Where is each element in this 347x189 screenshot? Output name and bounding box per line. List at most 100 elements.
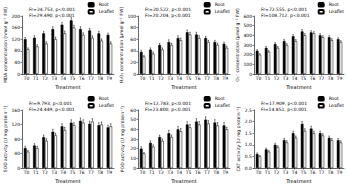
svg-text:0: 0	[249, 72, 252, 77]
svg-text:100: 100	[127, 14, 136, 19]
svg-text:T0: T0	[23, 170, 30, 175]
svg-text:T4: T4	[176, 170, 183, 175]
svg-text:40: 40	[14, 60, 20, 65]
svg-text:50: 50	[130, 117, 136, 122]
svg-text:0: 0	[17, 72, 20, 77]
svg-text:30: 30	[130, 137, 136, 142]
svg-text:Fl=14.851, p<0.001: Fl=14.851, p<0.001	[261, 107, 307, 112]
svg-text:T8: T8	[96, 76, 103, 81]
svg-text:T2: T2	[41, 76, 48, 81]
svg-text:Root: Root	[99, 96, 109, 101]
svg-text:160: 160	[11, 108, 20, 113]
svg-text:T6: T6	[194, 170, 201, 175]
svg-text:40: 40	[130, 127, 136, 132]
svg-text:400: 400	[243, 33, 252, 38]
svg-text:100: 100	[243, 62, 252, 67]
svg-text:T4: T4	[176, 76, 183, 81]
svg-text:Fl=29.490, p<0.001: Fl=29.490, p<0.001	[29, 13, 75, 18]
svg-text:MDA concentration (nmol g⁻¹ FW: MDA concentration (nmol g⁻¹ FW)	[3, 7, 8, 83]
svg-text:T8: T8	[96, 170, 103, 175]
svg-text:T3: T3	[282, 170, 289, 175]
svg-text:T9: T9	[336, 76, 343, 81]
svg-text:T5: T5	[300, 76, 307, 81]
svg-text:T3: T3	[166, 170, 173, 175]
svg-text:0: 0	[133, 72, 136, 77]
svg-text:Treatment: Treatment	[285, 84, 311, 90]
svg-text:Root: Root	[215, 96, 225, 101]
svg-text:T7: T7	[203, 76, 210, 81]
svg-text:80: 80	[14, 137, 20, 142]
svg-text:T7: T7	[87, 76, 94, 81]
svg-text:Fr=12.783, p<0.001: Fr=12.783, p<0.001	[145, 101, 191, 106]
svg-text:Fr=17.909, p<0.001: Fr=17.909, p<0.001	[261, 101, 307, 106]
svg-text:300: 300	[243, 43, 252, 48]
svg-text:T5: T5	[185, 170, 192, 175]
svg-text:120: 120	[11, 37, 20, 42]
svg-text:T7: T7	[203, 170, 210, 175]
svg-text:Fr=9.793, p<0.001: Fr=9.793, p<0.001	[29, 101, 72, 106]
svg-text:20: 20	[130, 146, 136, 151]
svg-text:T9: T9	[106, 170, 113, 175]
svg-text:0: 0	[133, 166, 136, 171]
svg-text:Root: Root	[99, 2, 109, 7]
svg-text:T5: T5	[69, 76, 76, 81]
svg-text:T6: T6	[78, 76, 85, 81]
svg-text:120: 120	[11, 122, 20, 127]
svg-text:80: 80	[130, 25, 136, 30]
svg-text:200: 200	[243, 52, 252, 57]
svg-text:600: 600	[243, 14, 252, 19]
svg-text:T6: T6	[194, 76, 201, 81]
svg-text:Leaflet: Leaflet	[329, 103, 345, 108]
svg-text:T6: T6	[78, 170, 85, 175]
svg-text:Fr=72.555, p<0.001: Fr=72.555, p<0.001	[261, 7, 307, 12]
svg-text:T6: T6	[309, 76, 316, 81]
svg-text:T7: T7	[87, 170, 94, 175]
svg-text:2.0: 2.0	[245, 119, 252, 124]
svg-text:T2: T2	[41, 170, 48, 175]
svg-text:T2: T2	[273, 170, 280, 175]
svg-text:T0: T0	[139, 170, 146, 175]
svg-text:T0: T0	[139, 76, 146, 81]
svg-text:T5: T5	[185, 76, 192, 81]
svg-text:Leaflet: Leaflet	[329, 9, 345, 14]
svg-text:Treatment: Treatment	[170, 178, 196, 184]
svg-text:Leaflet: Leaflet	[215, 103, 231, 108]
svg-text:Fl=20.204, p<0.001: Fl=20.204, p<0.001	[145, 13, 191, 18]
svg-text:T3: T3	[166, 76, 173, 81]
svg-text:T6: T6	[309, 170, 316, 175]
svg-text:T4: T4	[291, 170, 298, 175]
svg-text:Treatment: Treatment	[54, 84, 80, 90]
svg-text:80: 80	[14, 48, 20, 53]
svg-text:T4: T4	[291, 76, 298, 81]
svg-text:T9: T9	[222, 76, 229, 81]
svg-text:T3: T3	[50, 76, 57, 81]
svg-text:T8: T8	[327, 76, 334, 81]
svg-text:H₂O₂ concentration (μmol g⁻¹ F: H₂O₂ concentration (μmol g⁻¹ FW)	[119, 7, 124, 84]
svg-text:0.0: 0.0	[245, 166, 252, 171]
svg-text:T8: T8	[212, 76, 219, 81]
svg-text:T1: T1	[148, 170, 155, 175]
svg-text:T2: T2	[157, 170, 164, 175]
svg-text:Fr=20.522, p<0.001: Fr=20.522, p<0.001	[145, 7, 191, 12]
svg-text:1.5: 1.5	[245, 131, 252, 136]
svg-text:Root: Root	[329, 96, 339, 101]
svg-text:T0: T0	[255, 170, 262, 175]
svg-text:20: 20	[130, 60, 136, 65]
svg-text:T9: T9	[336, 170, 343, 175]
svg-text:500: 500	[243, 23, 252, 28]
svg-text:T9: T9	[222, 170, 229, 175]
svg-text:T4: T4	[60, 76, 67, 81]
svg-text:T1: T1	[264, 170, 271, 175]
svg-text:Root: Root	[329, 2, 339, 7]
svg-text:Treatment: Treatment	[285, 178, 311, 184]
svg-text:Treatment: Treatment	[54, 178, 80, 184]
svg-text:T1: T1	[264, 76, 271, 81]
svg-text:T4: T4	[60, 170, 67, 175]
svg-text:T5: T5	[300, 170, 307, 175]
svg-text:T1: T1	[32, 76, 39, 81]
svg-text:T5: T5	[69, 170, 76, 175]
svg-text:Fl=24.449, p<0.001: Fl=24.449, p<0.001	[29, 107, 75, 112]
svg-text:T3: T3	[50, 170, 57, 175]
svg-text:T7: T7	[318, 170, 325, 175]
svg-text:T0: T0	[23, 76, 30, 81]
